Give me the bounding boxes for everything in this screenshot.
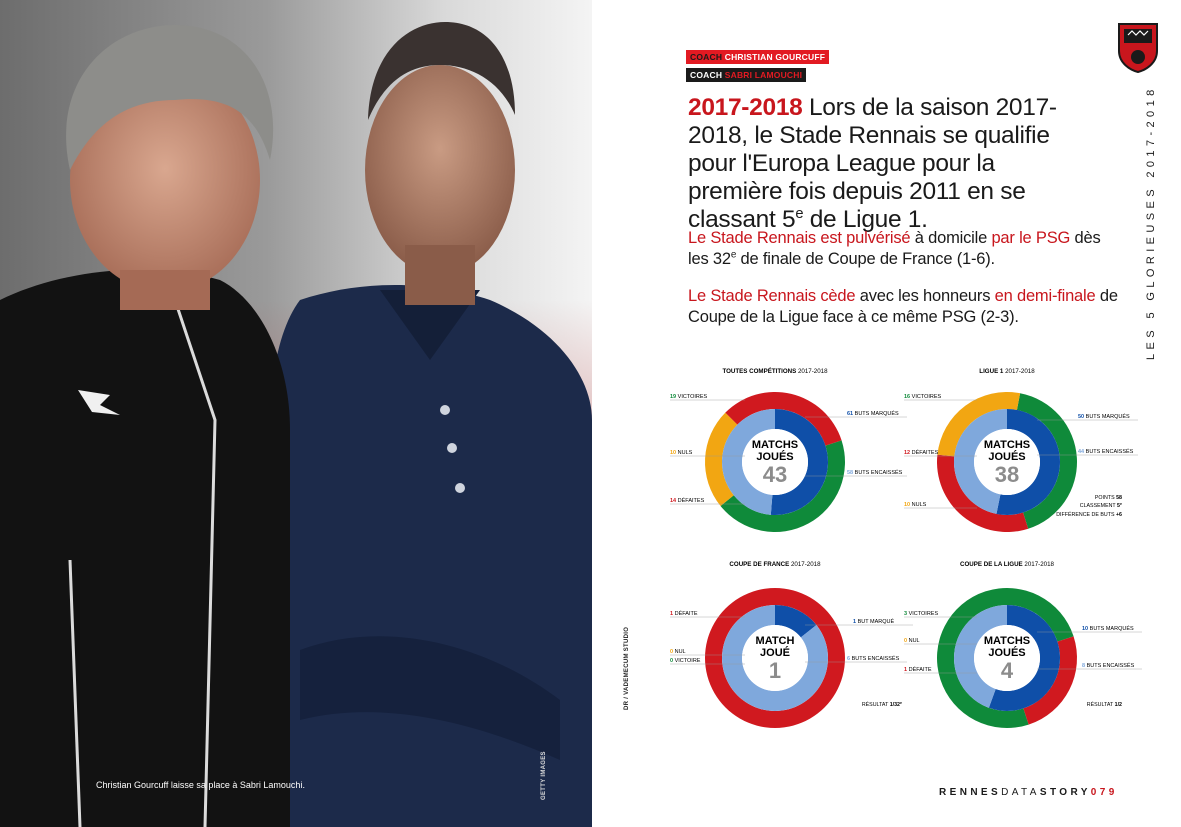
outer-label: 0 VICTOIRE <box>670 658 701 664</box>
outer-label: 16 VICTOIRES <box>904 394 942 400</box>
extra-stat: CLASSEMENT 5e <box>1080 502 1122 509</box>
season-year: 2017-2018 <box>688 94 803 121</box>
coach-tag-gourcuff: COACH CHRISTIAN GOURCUFF <box>686 50 830 64</box>
paragraph-coupe-de-la-ligue: Le Stade Rennais cède avec les honneurs … <box>688 287 1118 326</box>
extra-stat: DIFFÉRENCE DE BUTS +6 <box>1056 511 1122 518</box>
inner-segment <box>775 605 817 638</box>
inner-segment <box>988 605 1060 711</box>
inner-segment <box>722 605 828 711</box>
outer-label: 10 NULS <box>904 502 927 508</box>
inner-label: 1 BUT MARQUÉ <box>853 618 894 625</box>
inner-segment <box>770 408 829 516</box>
inner-segment <box>953 409 1007 514</box>
center-label: MATCH <box>756 635 795 647</box>
center-total: 4 <box>1001 658 1014 683</box>
inner-label: 50 BUTS MARQUÉS <box>1078 413 1130 420</box>
chart-title: TOUTES COMPÉTITIONS 2017-2018 <box>722 367 828 375</box>
inner-label: 44 BUTS ENCAISSÉS <box>1078 448 1134 455</box>
paragraph-coupe-de-france: Le Stade Rennais est pulvérisé à domicil… <box>688 229 1101 268</box>
extra-stat: RÉSULTAT 1/2 <box>1087 701 1122 708</box>
outer-segment-victoires <box>720 440 845 532</box>
inner-label: 8 BUTS ENCAISSÉS <box>1082 662 1135 669</box>
center-label: JOUÉS <box>988 646 1025 659</box>
extra-stat: RÉSULTAT 1/32e <box>862 701 902 708</box>
page-footer: RENNESDATASTORY079 <box>939 787 1118 798</box>
outer-segment-défaites <box>937 454 1029 532</box>
outer-segment-victoires <box>1016 393 1077 529</box>
inner-label: 61 BUTS MARQUÉS <box>847 410 899 417</box>
inner-segment <box>722 409 775 515</box>
coach-tag-lamouchi: COACH SABRI LAMOUCHI <box>686 68 807 82</box>
center-label: JOUÉS <box>756 450 793 463</box>
outer-label: 0 NUL <box>904 638 920 644</box>
center-total: 38 <box>995 462 1019 487</box>
center-label: MATCHS <box>984 635 1030 647</box>
inner-segment <box>954 605 1007 708</box>
coaches-illustration <box>0 0 592 827</box>
outer-label: 1 DÉFAITE <box>670 610 698 617</box>
outer-label: 12 DÉFAITES <box>904 449 939 456</box>
center-total: 1 <box>769 658 781 683</box>
photo-caption: Christian Gourcuff laisse sa place à Sab… <box>96 780 305 790</box>
inner-segment <box>996 409 1060 515</box>
outer-segment-défaite <box>1023 636 1077 725</box>
page-number: 079 <box>1090 787 1118 798</box>
stade-rennais-logo <box>1118 23 1158 73</box>
stats-charts: TOUTES COMPÉTITIONS 2017-2018MATCHSJOUÉS… <box>670 367 1142 728</box>
article-page: COACH CHRISTIAN GOURCUFF COACH SABRI LAM… <box>592 0 1181 827</box>
chart-title: COUPE DE FRANCE 2017-2018 <box>729 561 821 568</box>
inner-label: 10 BUTS MARQUÉS <box>1082 625 1134 632</box>
center-disc <box>742 625 808 691</box>
outer-label: 0 NUL <box>670 649 686 655</box>
chart-1: TOUTES COMPÉTITIONS 2017-2018 MATCHSJOUÉS… <box>670 367 907 532</box>
center-label: MATCHS <box>984 439 1030 451</box>
outer-segment-nuls <box>705 412 738 506</box>
outer-label: 3 VICTOIRES <box>904 611 938 617</box>
outer-segment-défaites <box>725 392 842 446</box>
center-disc <box>974 625 1040 691</box>
lead-paragraph: 2017-2018 Lors de la saison 2017-2018, l… <box>688 94 1057 233</box>
outer-label: 1 DÉFAITE <box>904 666 932 673</box>
outer-label: 14 DÉFAITES <box>670 497 705 504</box>
center-disc <box>742 429 808 495</box>
center-label: JOUÉS <box>988 450 1025 463</box>
center-total: 43 <box>763 462 787 487</box>
chart-title: COUPE DE LA LIGUE 2017-2018 <box>960 561 1055 568</box>
coach-tags: COACH CHRISTIAN GOURCUFF COACH SABRI LAM… <box>686 47 830 83</box>
cover-photo: Christian Gourcuff laisse sa place à Sab… <box>0 0 592 827</box>
outer-segment-nuls <box>937 392 1021 457</box>
outer-label: 19 VICTOIRES <box>670 394 708 400</box>
center-label: JOUÉ <box>760 646 790 659</box>
outer-label: 10 NULS <box>670 450 693 456</box>
center-disc <box>974 429 1040 495</box>
photo-credit: GETTY IMAGES <box>541 751 547 800</box>
extra-stat: POINTS 58 <box>1095 495 1122 501</box>
inner-label: 58 BUTS ENCAISSÉS <box>847 469 903 476</box>
inner-label: 6 BUTS ENCAISSÉS <box>847 655 900 662</box>
chart-title: LIGUE 1 2017-2018 <box>979 368 1035 375</box>
center-label: MATCHS <box>752 439 798 451</box>
